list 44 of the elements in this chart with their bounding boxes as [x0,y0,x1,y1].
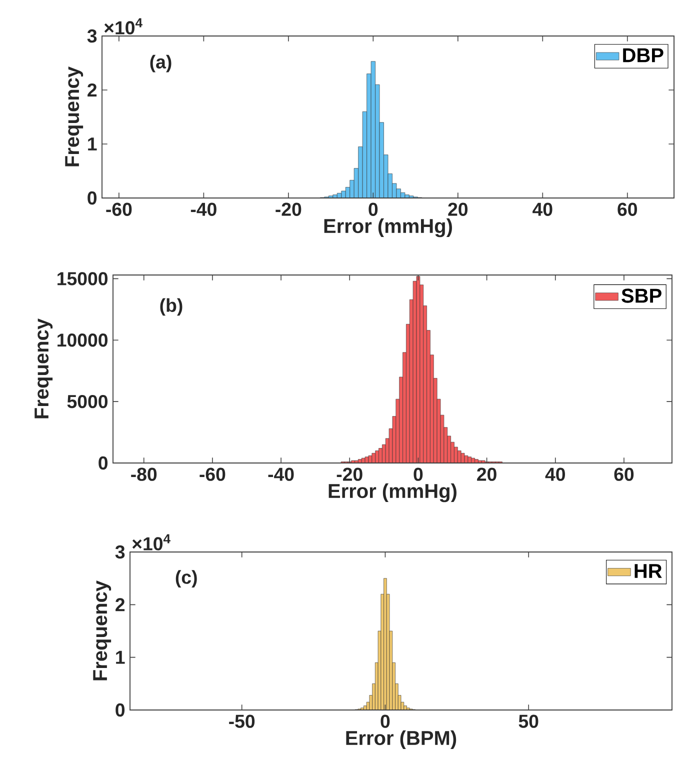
x-tick-label: -40 [190,202,216,216]
x-tick-label: 40 [545,468,565,481]
x-tick-label: -20 [276,202,302,216]
x-tick-label: -60 [200,468,226,481]
y-tick-label: 2 [88,83,97,97]
legend-label: HR [634,564,662,578]
y-tick-label: 0 [116,703,125,717]
y-tick-label: 1 [88,138,97,150]
y-tick-label: 0 [98,456,108,470]
legend-label: SBP [622,288,662,303]
text: ×10$^{4}$ [132,534,170,550]
x-tick-label: 60 [614,468,634,481]
x-tick-label: 20 [477,468,496,481]
x-tick-label: -80 [131,468,157,481]
text: ×10$^{4}$ [104,18,142,34]
y-tick-label: 0 [88,191,97,205]
y-tick-label: 3 [87,29,97,43]
x-axis-title: Error (mmHg) [324,218,452,238]
x-tick-label: 20 [448,202,468,216]
y-tick-label: 15000 [58,272,108,286]
x-axis-title: Error (BPM) [346,730,456,750]
y-tick-label: 2 [116,598,125,612]
x-axis-title: Error (mmHg) [328,483,456,502]
x-tick-label: 0 [380,714,390,728]
annotation: (c) [176,570,197,588]
x-tick-label: 60 [618,202,638,216]
x-tick-label: 40 [532,202,552,216]
y-axis-title: Frequency [65,66,84,166]
x-tick-label: 0 [368,202,378,216]
legend-label: DBP [623,48,664,62]
y-tick-label: 3 [115,545,125,559]
x-tick-label: -20 [336,468,362,481]
x-tick-label: 0 [414,468,423,481]
y-axis-title: Frequency [93,580,112,680]
y-axis-title: Frequency [34,318,53,418]
annotation: (a) [150,54,172,72]
x-tick-label: -50 [229,714,255,728]
y-tick-label: 1 [116,650,125,664]
y-tick-label: 10000 [58,334,108,347]
annotation: (b) [160,298,182,316]
x-tick-label: -40 [268,468,294,481]
x-tick-label: -60 [106,202,132,216]
x-tick-label: 50 [518,714,538,728]
y-tick-label: 5000 [67,394,108,408]
